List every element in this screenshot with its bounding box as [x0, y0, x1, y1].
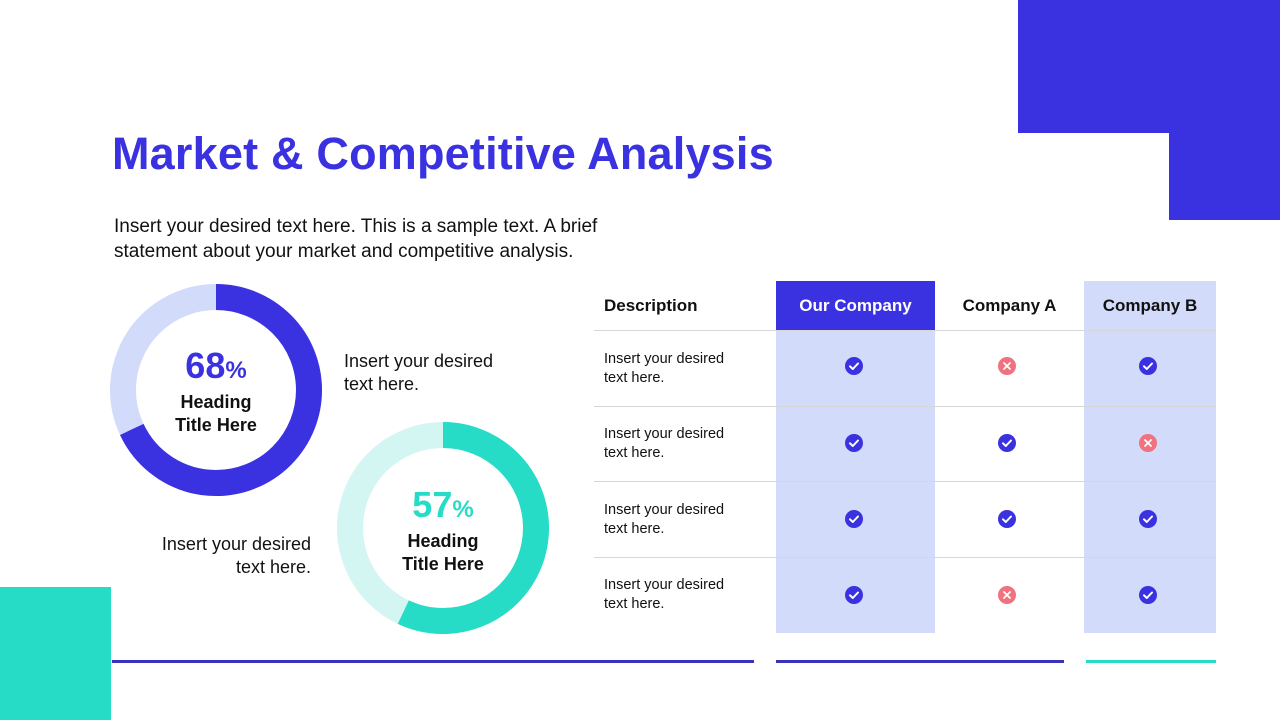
donut-2-center: 57% Heading Title Here [363, 485, 523, 576]
check-icon [845, 510, 863, 528]
check-icon [845, 434, 863, 452]
check-icon [845, 586, 863, 604]
corner-block-top-step [1169, 133, 1280, 220]
row-divider [594, 406, 1216, 407]
page-title: Market & Competitive Analysis [112, 128, 774, 179]
col-our-company-header-bg [776, 281, 935, 330]
table-row-2-description: Insert your desired text here. [604, 426, 725, 461]
table-header-our-company: Our Company [799, 295, 912, 315]
col-company-b-bg [1084, 281, 1216, 633]
check-icon [1139, 586, 1157, 604]
donut-2-side-text: Insert your desired text here. [161, 534, 311, 577]
table-row-3-description: Insert your desired text here. [604, 502, 725, 537]
table-header-company-b: Company B [1102, 295, 1198, 315]
donut-1-percent: 68% [136, 346, 296, 391]
check-icon [998, 510, 1016, 528]
donut-2-heading-line1: Heading [407, 531, 479, 551]
donut-2-value-arc [337, 422, 549, 634]
donut-chart-2 [337, 422, 549, 634]
donut-chart-1 [110, 284, 322, 496]
donut-1-heading-line1: Heading [180, 392, 252, 412]
bottom-line-left [112, 660, 754, 663]
table-header-description: Description [604, 295, 698, 315]
donut-2-percent: 57% [363, 485, 523, 530]
donut-1-side-text: Insert your desired text here. [344, 351, 494, 394]
donut-1-center: 68% Heading Title Here [136, 346, 296, 437]
check-icon [998, 434, 1016, 452]
cross-icon [998, 586, 1016, 604]
table-row-4-description: Insert your desired text here. [604, 577, 725, 612]
cross-icon [1139, 434, 1157, 452]
check-icon [1139, 510, 1157, 528]
col-our-company-bg [776, 281, 935, 633]
corner-block-bottom [0, 587, 111, 720]
intro-text: Insert your desired text here. This is a… [114, 216, 598, 262]
bottom-line-middle [776, 660, 1064, 663]
check-icon [1139, 357, 1157, 375]
donut-1-value: 68 [185, 345, 226, 386]
table-row-1-description: Insert your desired text here. [604, 351, 725, 386]
donut-1-heading-line2: Title Here [175, 415, 257, 435]
donut-1-percent-sign: % [225, 357, 247, 384]
row-divider [594, 330, 1216, 331]
cross-icon [998, 357, 1016, 375]
row-divider [594, 481, 1216, 482]
donut-2-heading-line2: Title Here [402, 554, 484, 574]
check-icon [845, 357, 863, 375]
donut-2-percent-sign: % [452, 496, 474, 523]
donut-2-value: 57 [412, 484, 453, 525]
donut-1-value-arc [110, 284, 322, 496]
corner-block-top [1018, 0, 1280, 133]
row-divider [594, 557, 1216, 558]
table-header-company-a: Company A [962, 295, 1057, 315]
bottom-line-right [1086, 660, 1216, 663]
